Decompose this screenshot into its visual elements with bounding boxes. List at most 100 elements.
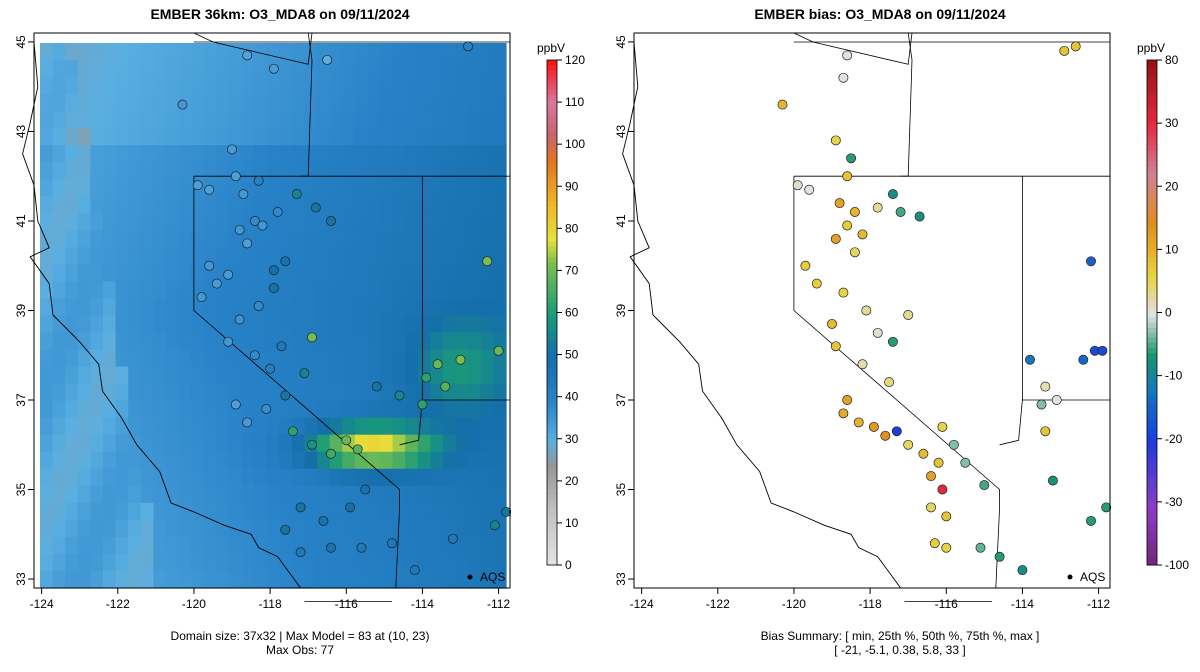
station-marker[interactable] bbox=[903, 439, 914, 450]
station-marker[interactable] bbox=[242, 238, 253, 249]
station-marker[interactable] bbox=[295, 547, 306, 558]
station-marker[interactable] bbox=[280, 256, 291, 267]
station-marker[interactable] bbox=[846, 153, 857, 164]
station-marker[interactable] bbox=[280, 524, 291, 535]
station-marker[interactable] bbox=[261, 404, 272, 414]
station-marker[interactable] bbox=[849, 247, 860, 258]
station-marker[interactable] bbox=[1078, 354, 1089, 365]
station-marker[interactable] bbox=[834, 198, 845, 209]
station-marker[interactable] bbox=[929, 538, 940, 549]
station-marker[interactable] bbox=[234, 314, 245, 325]
station-marker[interactable] bbox=[842, 395, 853, 405]
station-marker[interactable] bbox=[880, 430, 891, 441]
station-marker[interactable] bbox=[227, 144, 237, 155]
station-marker[interactable] bbox=[265, 363, 276, 374]
station-marker[interactable] bbox=[838, 408, 849, 419]
station-marker[interactable] bbox=[804, 184, 815, 195]
station-marker[interactable] bbox=[1040, 426, 1051, 437]
station-marker[interactable] bbox=[326, 216, 336, 226]
station-marker[interactable] bbox=[356, 542, 367, 553]
station-marker[interactable] bbox=[1047, 475, 1058, 486]
station-marker[interactable] bbox=[352, 444, 363, 455]
station-marker[interactable] bbox=[857, 359, 868, 370]
station-marker[interactable] bbox=[842, 171, 853, 182]
station-marker[interactable] bbox=[975, 542, 986, 553]
station-marker[interactable] bbox=[253, 175, 264, 186]
station-marker[interactable] bbox=[295, 502, 306, 513]
station-marker[interactable] bbox=[842, 50, 853, 61]
station-marker[interactable] bbox=[853, 417, 864, 428]
station-marker[interactable] bbox=[432, 359, 443, 370]
station-marker[interactable] bbox=[1025, 354, 1035, 365]
station-marker[interactable] bbox=[409, 565, 420, 576]
station-marker[interactable] bbox=[918, 448, 929, 459]
station-marker[interactable] bbox=[868, 421, 879, 432]
station-marker[interactable] bbox=[872, 202, 883, 213]
station-marker[interactable] bbox=[830, 135, 841, 146]
station-marker[interactable] bbox=[811, 278, 822, 289]
station-marker[interactable] bbox=[268, 283, 279, 294]
station-marker[interactable] bbox=[827, 318, 837, 329]
station-marker[interactable] bbox=[489, 520, 500, 531]
station-marker[interactable] bbox=[234, 224, 245, 235]
station-marker[interactable] bbox=[830, 341, 841, 352]
station-marker[interactable] bbox=[937, 484, 948, 495]
station-marker[interactable] bbox=[1097, 345, 1108, 356]
station-marker[interactable] bbox=[948, 439, 959, 450]
station-marker[interactable] bbox=[884, 377, 895, 388]
station-marker[interactable] bbox=[287, 426, 298, 437]
station-marker[interactable] bbox=[307, 332, 317, 343]
station-marker[interactable] bbox=[872, 327, 883, 338]
station-marker[interactable] bbox=[360, 484, 371, 495]
station-marker[interactable] bbox=[903, 310, 914, 320]
station-marker[interactable] bbox=[440, 381, 451, 392]
station-marker[interactable] bbox=[1017, 565, 1028, 576]
station-marker[interactable] bbox=[926, 471, 936, 482]
station-marker[interactable] bbox=[272, 207, 283, 217]
station-marker[interactable] bbox=[1101, 502, 1112, 513]
station-marker[interactable] bbox=[830, 233, 841, 244]
station-marker[interactable] bbox=[280, 390, 291, 401]
station-marker[interactable] bbox=[941, 511, 952, 522]
station-marker[interactable] bbox=[177, 99, 188, 110]
station-marker[interactable] bbox=[253, 301, 264, 311]
station-marker[interactable] bbox=[891, 426, 902, 437]
station-marker[interactable] bbox=[792, 180, 803, 191]
station-marker[interactable] bbox=[861, 305, 872, 316]
station-marker[interactable] bbox=[417, 399, 428, 410]
station-marker[interactable] bbox=[204, 260, 215, 271]
station-marker[interactable] bbox=[501, 506, 512, 517]
station-marker[interactable] bbox=[838, 72, 849, 83]
station-marker[interactable] bbox=[463, 41, 474, 52]
station-marker[interactable] bbox=[1040, 381, 1051, 392]
station-marker[interactable] bbox=[238, 189, 249, 200]
station-marker[interactable] bbox=[842, 220, 853, 231]
station-marker[interactable] bbox=[777, 99, 788, 110]
station-marker[interactable] bbox=[1086, 515, 1096, 526]
station-marker[interactable] bbox=[1051, 395, 1062, 405]
station-marker[interactable] bbox=[421, 372, 432, 383]
station-marker[interactable] bbox=[482, 256, 493, 267]
station-marker[interactable] bbox=[192, 180, 203, 191]
station-marker[interactable] bbox=[887, 189, 898, 200]
station-marker[interactable] bbox=[223, 269, 234, 280]
station-marker[interactable] bbox=[345, 502, 356, 513]
station-marker[interactable] bbox=[371, 381, 382, 392]
station-marker[interactable] bbox=[249, 216, 260, 226]
station-marker[interactable] bbox=[960, 457, 971, 468]
station-marker[interactable] bbox=[941, 542, 952, 553]
station-marker[interactable] bbox=[857, 229, 868, 240]
station-marker[interactable] bbox=[291, 189, 302, 200]
station-marker[interactable] bbox=[387, 538, 397, 549]
station-marker[interactable] bbox=[895, 207, 906, 217]
station-marker[interactable] bbox=[914, 211, 925, 222]
station-marker[interactable] bbox=[994, 551, 1005, 562]
station-marker[interactable] bbox=[268, 265, 279, 276]
station-marker[interactable] bbox=[242, 50, 253, 61]
station-marker[interactable] bbox=[230, 171, 241, 182]
station-marker[interactable] bbox=[849, 207, 860, 217]
station-marker[interactable] bbox=[1086, 256, 1096, 267]
station-marker[interactable] bbox=[1070, 41, 1081, 52]
station-marker[interactable] bbox=[211, 278, 222, 289]
station-marker[interactable] bbox=[230, 399, 241, 410]
